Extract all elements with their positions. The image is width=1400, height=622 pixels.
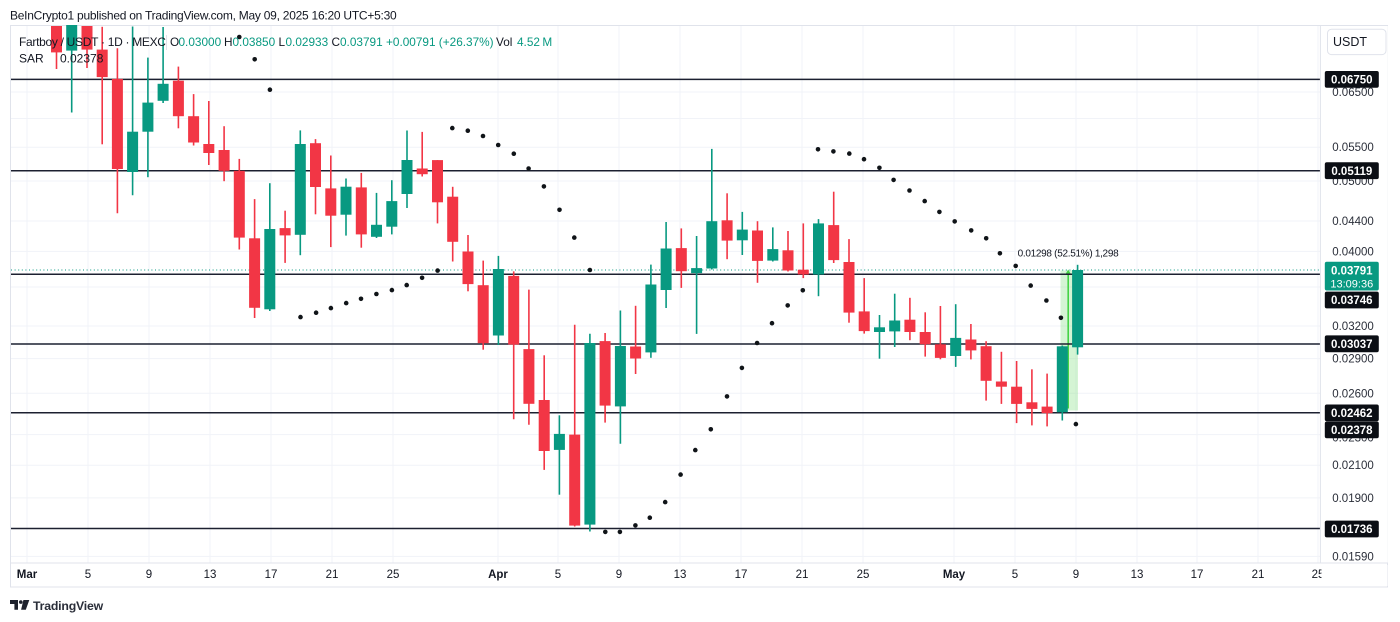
svg-text:13:09:36: 13:09:36: [1330, 279, 1373, 291]
svg-text:SAR: SAR: [19, 52, 44, 66]
svg-text:9: 9: [1073, 569, 1079, 581]
svg-text:Vol: Vol: [496, 35, 512, 49]
svg-text:21: 21: [326, 569, 339, 581]
svg-text:0.01298 (52.51%) 1,298: 0.01298 (52.51%) 1,298: [1018, 249, 1119, 260]
svg-text:0.06750: 0.06750: [1331, 75, 1373, 87]
svg-text:25: 25: [1312, 569, 1325, 581]
svg-text:BeInCrypto1 published on Tradi: BeInCrypto1 published on TradingView.com…: [10, 9, 397, 23]
svg-text:May: May: [943, 569, 966, 581]
svg-text:17: 17: [1191, 569, 1204, 581]
svg-text:0.02378: 0.02378: [1331, 425, 1373, 437]
svg-text:0.02600: 0.02600: [1332, 388, 1374, 400]
svg-text:0.03037: 0.03037: [1331, 339, 1373, 351]
svg-text:21: 21: [796, 569, 809, 581]
svg-text:O: O: [170, 35, 179, 49]
svg-text:0.02100: 0.02100: [1332, 460, 1374, 472]
svg-text:0.01900: 0.01900: [1332, 493, 1374, 505]
svg-text:Apr: Apr: [488, 569, 508, 581]
svg-text:0.01590: 0.01590: [1332, 552, 1374, 564]
svg-text:13: 13: [1131, 569, 1144, 581]
svg-text:9: 9: [146, 569, 152, 581]
svg-text:L: L: [279, 35, 286, 49]
svg-text:+0.00791 (+26.37%): +0.00791 (+26.37%): [386, 35, 494, 49]
svg-text:0.03850: 0.03850: [233, 35, 276, 49]
svg-text:21: 21: [1252, 569, 1265, 581]
svg-text:13: 13: [204, 569, 217, 581]
svg-text:25: 25: [857, 569, 870, 581]
svg-text:0.02900: 0.02900: [1332, 354, 1374, 366]
svg-text:0.03791: 0.03791: [1331, 265, 1373, 277]
svg-text:0.05500: 0.05500: [1332, 142, 1374, 154]
svg-text:17: 17: [265, 569, 278, 581]
svg-text:13: 13: [674, 569, 687, 581]
svg-text:5: 5: [555, 569, 561, 581]
svg-text:H: H: [224, 35, 233, 49]
svg-text:0.05119: 0.05119: [1331, 166, 1372, 178]
svg-text:0.04000: 0.04000: [1332, 246, 1374, 258]
svg-text:5: 5: [1012, 569, 1018, 581]
svg-text:TradingView: TradingView: [33, 599, 104, 613]
svg-text:0.03200: 0.03200: [1332, 321, 1374, 333]
svg-text:25: 25: [387, 569, 400, 581]
svg-text:0.06500: 0.06500: [1332, 87, 1374, 99]
svg-text:0.03000: 0.03000: [179, 35, 222, 49]
svg-text:5: 5: [85, 569, 91, 581]
svg-text:17: 17: [735, 569, 748, 581]
svg-text:USDT: USDT: [1333, 35, 1367, 49]
svg-text:Mar: Mar: [17, 569, 38, 581]
svg-text:0.02933: 0.02933: [286, 35, 329, 49]
svg-text:0.01736: 0.01736: [1331, 524, 1373, 536]
svg-text:4.52 M: 4.52 M: [517, 35, 552, 49]
svg-text:C: C: [332, 35, 341, 49]
svg-text:0.03791: 0.03791: [340, 35, 383, 49]
svg-text:Fartboy / USDT · 1D · MEXC: Fartboy / USDT · 1D · MEXC: [19, 35, 166, 49]
svg-text:0.02462: 0.02462: [1331, 408, 1373, 420]
svg-text:9: 9: [616, 569, 622, 581]
svg-text:0.02378: 0.02378: [60, 52, 104, 66]
svg-text:0.03746: 0.03746: [1331, 295, 1373, 307]
svg-text:0.04400: 0.04400: [1332, 216, 1374, 228]
